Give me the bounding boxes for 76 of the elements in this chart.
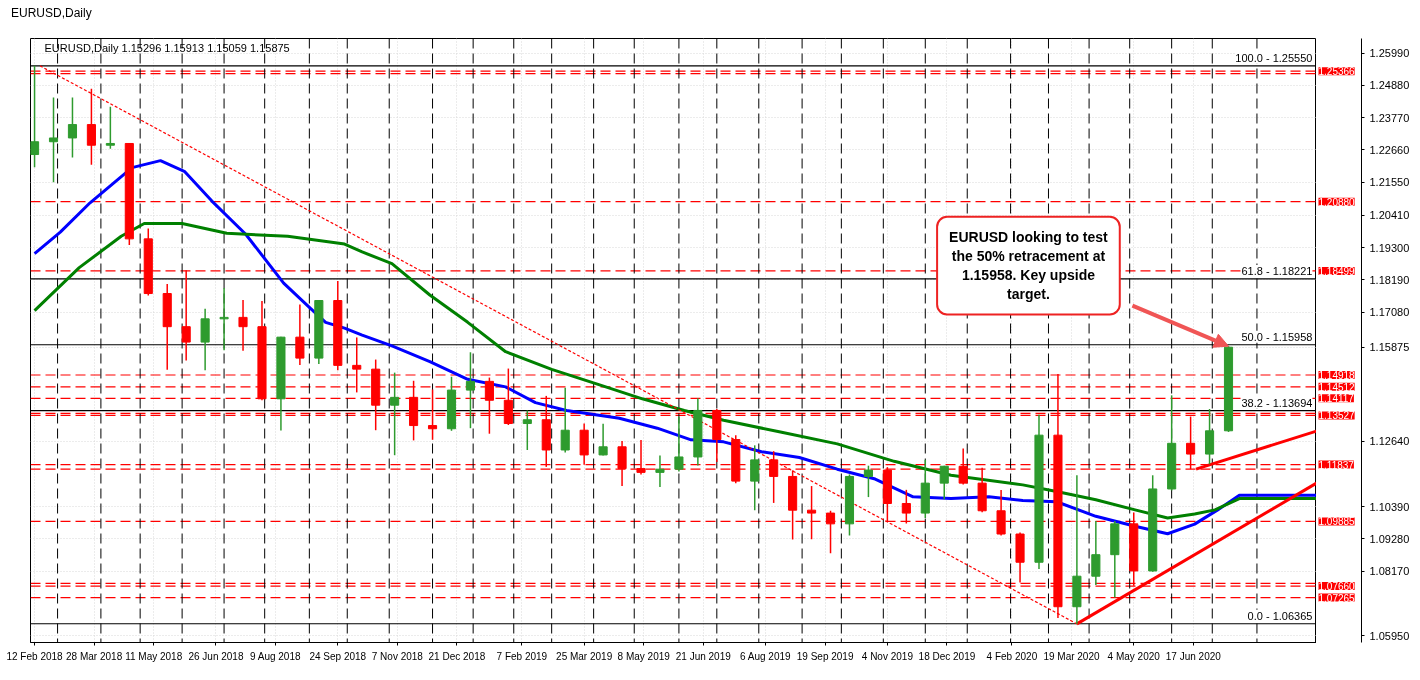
candlestick (1091, 520, 1101, 586)
ref-line-label: 1.20880 (1318, 196, 1356, 208)
candlestick (522, 409, 532, 451)
candlestick (219, 287, 229, 351)
candlestick (105, 106, 115, 150)
y-tick-label: 1.20410 (1369, 209, 1410, 222)
candlestick (1205, 408, 1215, 465)
x-tick-label: 6 Aug 2019 (739, 650, 792, 662)
x-tick-label: 18 Dec 2019 (918, 650, 976, 662)
candlestick (48, 96, 59, 183)
candlestick (939, 464, 949, 500)
annotation: 50.0 - 1.15958 (1241, 330, 1313, 343)
y-tick-label: 1.18190 (1369, 273, 1410, 286)
y-tick-label: 1.09280 (1369, 532, 1410, 545)
x-tick-label: 17 Jun 2020 (1165, 650, 1222, 662)
y-tick-label: 1.05950 (1369, 629, 1410, 642)
ref-line-label: 1.14918 (1318, 370, 1356, 382)
y-tick-label: 1.19300 (1369, 241, 1410, 254)
annotation: 61.8 - 1.18221 (1241, 264, 1313, 277)
y-tick-label: 1.22660 (1369, 143, 1410, 156)
annotation: 0.0 - 1.06365 (1247, 609, 1313, 622)
candlestick (750, 444, 760, 511)
x-tick-label: 4 Nov 2019 (861, 650, 914, 662)
ref-line-label: 1.13527 (1318, 410, 1356, 422)
candlestick (598, 423, 608, 457)
ref-line-label: 1.09885 (1318, 516, 1356, 528)
candlestick (295, 303, 305, 366)
annotation: EURUSD looking to test the 50% retracement at 1.15958. Key upside target. (949, 228, 1109, 303)
ref-line-label: 1.25366 (1318, 66, 1356, 78)
x-tick-label: 9 Aug 2018 (249, 650, 301, 662)
candlestick (30, 65, 40, 169)
ref-line-label: 1.07660 (1318, 581, 1356, 593)
y-tick-label: 1.15875 (1369, 341, 1410, 354)
x-tick-label: 21 Jun 2019 (675, 650, 732, 662)
y-tick-label: 1.25990 (1369, 47, 1410, 60)
x-tick-label: 28 Mar 2018 (66, 650, 123, 662)
candlestick (674, 416, 684, 473)
x-tick-label: 12 Feb 2018 (6, 650, 64, 662)
y-tick-label: 1.12640 (1369, 435, 1410, 448)
x-tick-label: 8 May 2019 (617, 650, 671, 662)
candlestick (560, 387, 570, 454)
chart-subtitle: EURUSD,Daily 1.15296 1.15913 1.15059 1.15875 (44, 41, 290, 54)
y-tick-label: 1.17080 (1369, 306, 1410, 319)
ref-line-label: 1.07265 (1318, 592, 1356, 604)
candlestick (465, 351, 476, 429)
candlestick (655, 454, 665, 488)
y-tick-label: 1.08170 (1369, 565, 1410, 578)
candlestick (200, 307, 210, 372)
annotation: 100.0 - 1.25550 (1235, 51, 1313, 64)
x-tick-label: 7 Feb 2019 (496, 650, 548, 662)
y-tick-label: 1.10390 (1369, 500, 1410, 513)
x-tick-label: 25 Mar 2019 (556, 650, 613, 662)
ref-line-label: 1.11837 (1318, 459, 1355, 471)
x-tick-label: 4 Feb 2020 (986, 650, 1038, 662)
annotation: 38.2 - 1.13694 (1241, 396, 1313, 409)
candlestick (863, 464, 873, 498)
ref-line-label: 1.14117 (1318, 393, 1355, 405)
candlestick (238, 299, 248, 352)
ref-line-label: 1.14512 (1318, 381, 1356, 393)
ref-line-label: 1.18499 (1318, 265, 1356, 277)
y-tick-label: 1.24880 (1369, 79, 1410, 92)
candlestick (67, 96, 78, 159)
x-tick-label: 4 May 2020 (1107, 650, 1161, 662)
x-tick-label: 19 Sep 2019 (796, 650, 854, 662)
chart-title: EURUSD,Daily (11, 5, 92, 22)
x-tick-label: 24 Sep 2018 (309, 650, 367, 662)
line-series (33, 221, 1316, 520)
x-tick-label: 7 Nov 2018 (371, 650, 424, 662)
y-tick-label: 1.23770 (1369, 111, 1410, 124)
candlestick (86, 88, 96, 166)
x-tick-label: 26 Jun 2018 (188, 650, 244, 662)
x-tick-label: 11 May 2018 (125, 650, 183, 662)
x-tick-label: 21 Dec 2018 (428, 650, 486, 662)
candlestick (390, 371, 400, 456)
y-tick-label: 1.21550 (1369, 176, 1410, 189)
x-tick-label: 19 Mar 2020 (1043, 650, 1100, 662)
